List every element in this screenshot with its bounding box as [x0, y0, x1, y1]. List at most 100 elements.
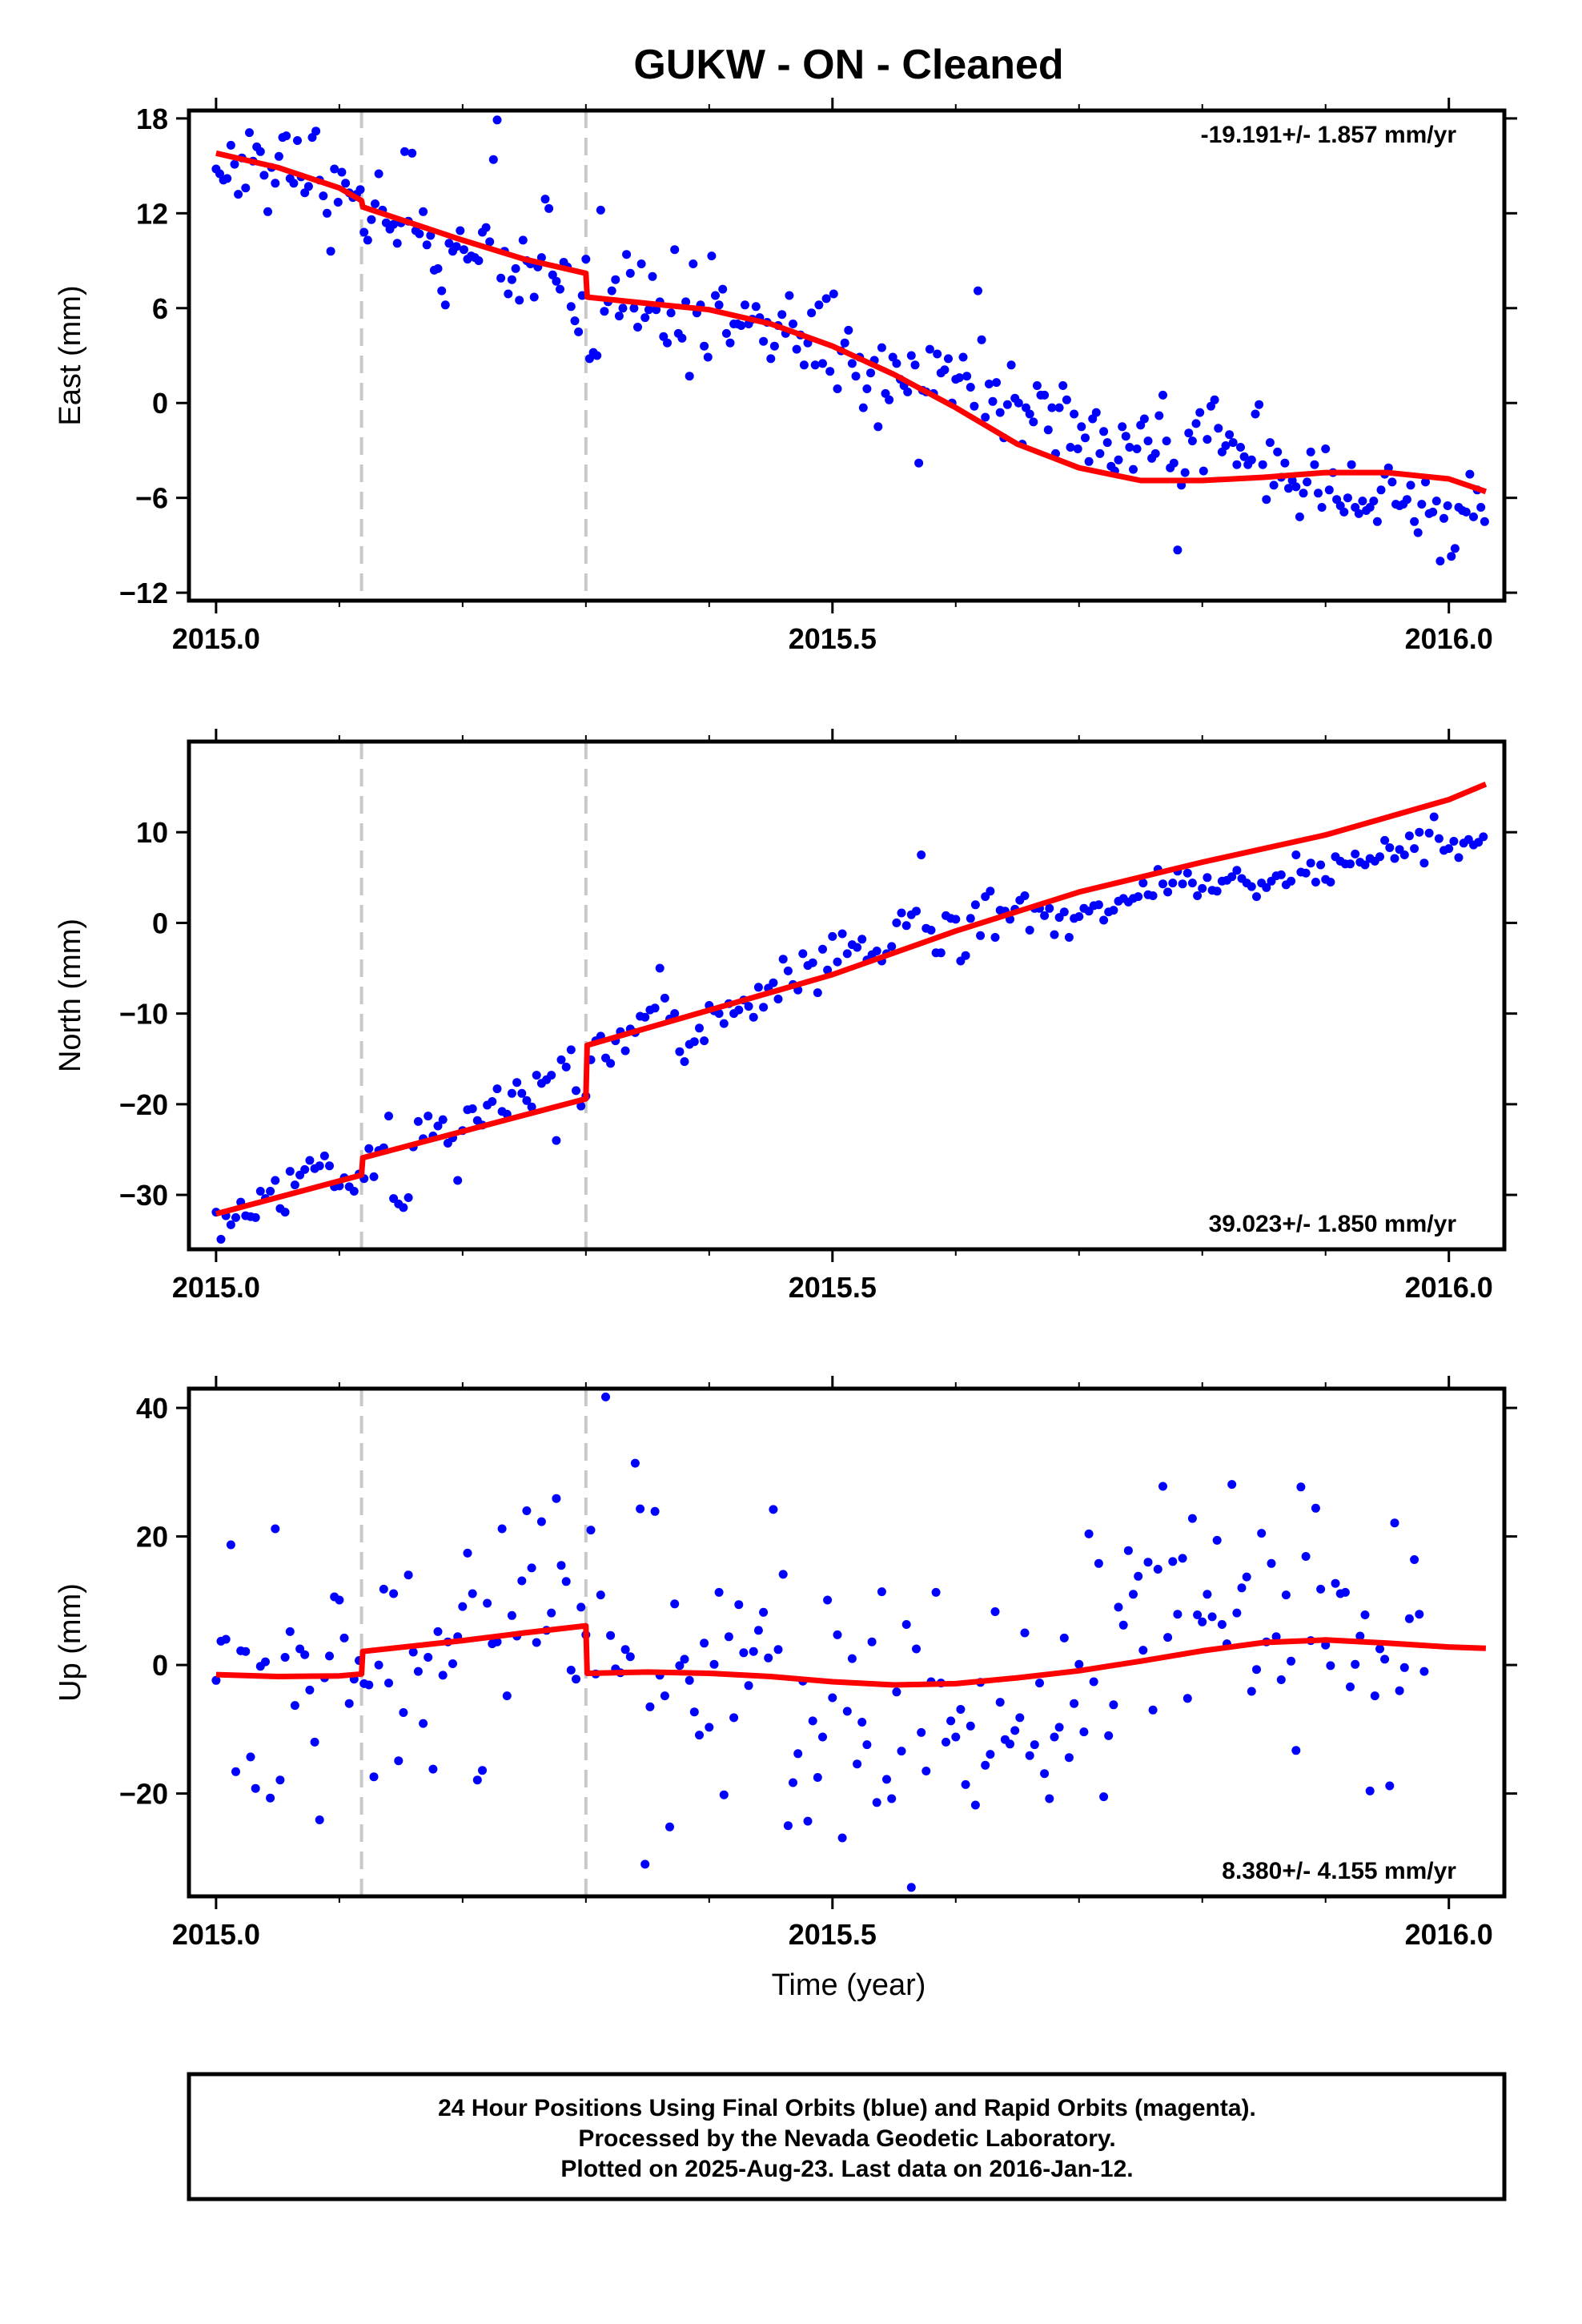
data-point — [1303, 477, 1312, 487]
y-tick-label: 12 — [136, 197, 168, 230]
data-point — [773, 995, 783, 1003]
data-point — [681, 297, 691, 307]
data-point — [1081, 433, 1090, 443]
data-point — [572, 1086, 580, 1096]
data-point — [892, 359, 901, 368]
data-point — [1474, 0, 1483, 5]
data-point — [399, 1203, 408, 1212]
data-point — [988, 396, 998, 406]
data-point — [349, 1187, 359, 1196]
data-point — [1331, 1578, 1340, 1588]
data-point — [1121, 432, 1130, 441]
data-point — [1114, 1602, 1123, 1612]
data-point — [1284, 484, 1293, 493]
data-point — [481, 223, 491, 232]
data-point — [1421, 477, 1430, 487]
data-point — [359, 227, 369, 237]
data-point — [823, 965, 833, 975]
data-point — [1435, 0, 1443, 5]
data-point — [810, 360, 820, 370]
data-point — [251, 1783, 260, 1793]
data-point — [492, 1637, 502, 1647]
x-tick-label: 2015.0 — [172, 1271, 260, 1304]
data-point — [323, 208, 331, 218]
data-point — [966, 383, 975, 392]
data-point — [1326, 878, 1335, 887]
data-point — [556, 1561, 566, 1570]
data-point — [1132, 444, 1142, 453]
data-point — [1431, 497, 1441, 506]
data-point — [374, 1660, 383, 1670]
data-point — [803, 1816, 813, 1826]
data-point — [341, 179, 351, 188]
data-point — [840, 338, 849, 348]
data-point — [1187, 879, 1197, 888]
data-point — [990, 1607, 1000, 1616]
data-point — [241, 1647, 251, 1656]
data-point — [1129, 464, 1138, 474]
data-point — [1118, 422, 1127, 432]
data-point — [833, 384, 842, 393]
data-point — [1184, 428, 1194, 438]
data-point — [887, 1794, 897, 1803]
east-panel: 2015.0 2015.5 2016.0 −12 −6 0 6 12 18 East (mm) -1… — [54, 98, 1517, 655]
data-point — [814, 300, 824, 310]
data-point — [1461, 507, 1471, 517]
y-tick-label: −10 — [119, 998, 168, 1031]
data-point — [655, 963, 665, 973]
data-point — [241, 183, 251, 193]
data-point — [620, 1046, 630, 1055]
data-point — [547, 1071, 556, 1080]
data-point — [1040, 1769, 1050, 1779]
data-point — [853, 943, 862, 952]
data-point — [566, 1666, 576, 1675]
plot-frame — [187, 1386, 1507, 1899]
data-point — [280, 1653, 290, 1662]
data-point — [1095, 448, 1105, 458]
x-tick-label: 2015.5 — [789, 1918, 877, 1951]
data-point — [962, 372, 972, 381]
data-point — [630, 1458, 640, 1468]
data-point — [1002, 400, 1012, 409]
data-point — [877, 343, 886, 352]
data-point — [1102, 438, 1112, 448]
data-point — [769, 1505, 778, 1514]
data-point — [1187, 1514, 1197, 1523]
data-point — [226, 1540, 235, 1550]
data-point — [1193, 1610, 1203, 1619]
data-point — [344, 1699, 354, 1708]
data-point — [394, 1756, 404, 1766]
x-tick-label: 2015.0 — [172, 622, 260, 655]
data-point — [1191, 419, 1201, 428]
data-point — [857, 1718, 867, 1727]
data-point — [1252, 1665, 1261, 1675]
data-point — [1252, 892, 1261, 902]
x-tick-label: 2016.0 — [1405, 622, 1493, 655]
data-point — [842, 949, 852, 959]
data-point — [1287, 1656, 1296, 1666]
data-point — [759, 336, 769, 346]
data-point — [663, 338, 672, 348]
y-axis-label: Up (mm) — [54, 1583, 87, 1702]
data-point — [1385, 1781, 1395, 1791]
data-point — [1265, 438, 1275, 448]
data-point — [1269, 480, 1279, 490]
data-point — [333, 198, 343, 207]
data-point — [764, 1653, 773, 1663]
data-point — [921, 1767, 931, 1775]
data-point — [614, 312, 624, 321]
data-point — [607, 286, 616, 296]
data-point — [468, 1104, 477, 1113]
data-point — [1162, 436, 1171, 446]
data-point — [792, 344, 801, 354]
data-point — [408, 1647, 418, 1657]
data-point — [456, 226, 465, 235]
data-point — [1450, 544, 1460, 553]
data-point — [371, 199, 379, 208]
data-point — [285, 1626, 295, 1636]
data-point — [700, 1638, 709, 1648]
data-point — [1251, 409, 1260, 419]
data-point — [540, 195, 550, 204]
data-point — [271, 1176, 280, 1185]
data-point — [940, 365, 950, 375]
